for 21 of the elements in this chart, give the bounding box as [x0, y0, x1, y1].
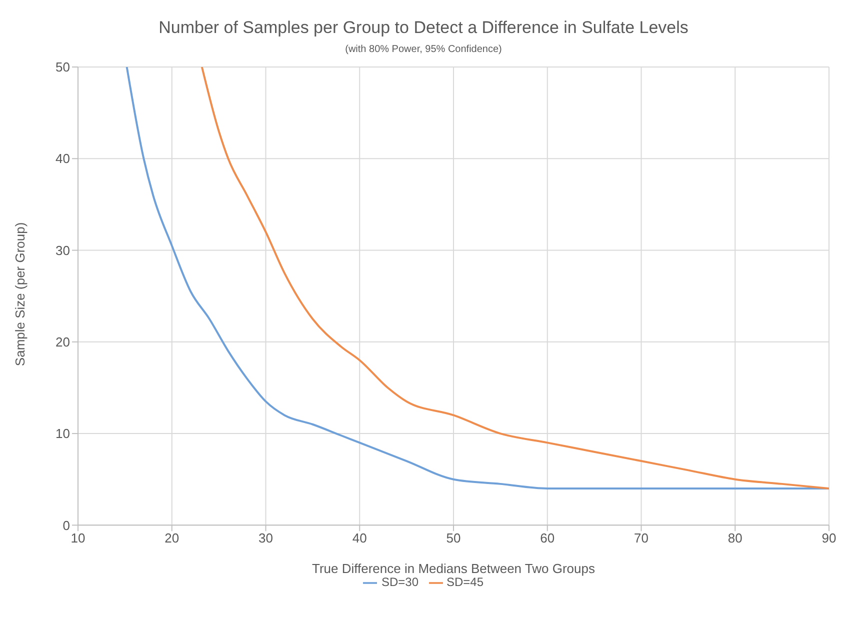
y-axis-title: Sample Size (per Group) — [12, 222, 28, 366]
chart-subtitle: (with 80% Power, 95% Confidence) — [344, 44, 503, 55]
x-tick-label: 50 — [446, 530, 461, 546]
x-tick-label: 20 — [164, 530, 180, 546]
x-tick-label: 90 — [822, 530, 836, 546]
x-tick-label: 40 — [352, 530, 367, 546]
x-tick-label: 60 — [540, 530, 555, 546]
legend-label: SD=30 — [381, 575, 418, 590]
x-tick-label: 30 — [258, 530, 273, 546]
x-tick-label: 70 — [634, 530, 648, 546]
legend-label: SD=45 — [446, 575, 484, 590]
chart-title: Number of Samples per Group to Detect a Difference in Sulfate Levels — [158, 17, 690, 38]
x-axis-title: True Difference in Medians Between Two Groups — [312, 561, 596, 576]
y-tick-label: 30 — [56, 242, 70, 258]
x-tick-label: 80 — [728, 530, 742, 546]
y-tick-label: 40 — [56, 151, 70, 166]
y-tick-label: 50 — [56, 60, 70, 75]
y-tick-label: 0 — [62, 518, 70, 533]
x-tick-label: 10 — [70, 530, 86, 546]
y-tick-label: 20 — [56, 334, 70, 350]
y-tick-label: 10 — [56, 426, 70, 442]
